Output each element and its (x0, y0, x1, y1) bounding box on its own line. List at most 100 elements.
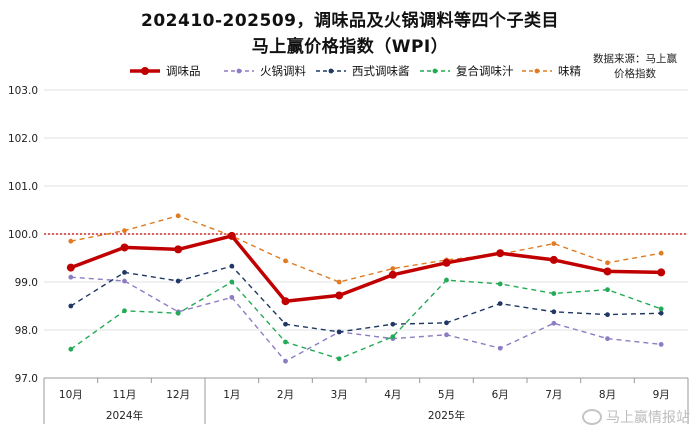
data-point-compound (229, 279, 235, 285)
legend-swatch-marker (141, 67, 149, 75)
data-source-note: 数据来源：马上赢 价格指数 (580, 52, 690, 82)
series-line-compound (70, 279, 662, 360)
series-western (68, 263, 664, 335)
data-point-msg (175, 213, 181, 219)
legend-label: 调味品 (166, 64, 201, 78)
data-point-compound (336, 356, 342, 362)
data-point-hotpot (229, 294, 235, 300)
series-line-hotpot (70, 276, 662, 362)
x-tick-label: 2月 (277, 389, 294, 401)
legend-label: 味精 (558, 64, 581, 78)
x-tick-label: 11月 (113, 389, 137, 401)
year-group-label: 2025年 (428, 409, 465, 422)
legend-item-compound: 复合调味汁 (420, 64, 514, 78)
data-point-hotpot (68, 274, 74, 280)
data-point-compound (175, 310, 181, 316)
series-main (66, 231, 666, 306)
data-point-main (227, 231, 236, 240)
data-point-western (390, 321, 396, 327)
chart-title-line2: 马上赢价格指数（WPI） (251, 37, 449, 57)
data-point-msg (658, 250, 664, 256)
y-tick-label: 97.0 (15, 373, 38, 385)
x-tick-label: 6月 (492, 389, 509, 401)
data-point-msg (336, 279, 342, 285)
x-tick-label: 10月 (59, 389, 83, 401)
series-hotpot (68, 274, 664, 364)
y-tick-label: 101.0 (8, 181, 38, 193)
series-line-main (70, 234, 662, 303)
legend-item-western: 西式调味酱 (316, 64, 410, 78)
series-compound (68, 277, 664, 362)
data-point-western (497, 301, 503, 306)
data-point-main (442, 258, 451, 267)
source-line1: 数据来源：马上赢 (593, 53, 677, 65)
legend-swatch-marker (432, 68, 438, 74)
data-point-western (605, 312, 610, 318)
data-point-compound (283, 339, 288, 345)
series-line-msg (70, 215, 662, 283)
data-point-compound (605, 287, 610, 293)
data-point-hotpot (122, 278, 127, 284)
data-point-compound (658, 306, 664, 312)
data-point-hotpot (444, 332, 449, 338)
legend-item-main: 调味品 (130, 64, 201, 78)
data-point-main (496, 249, 505, 258)
legend-label: 西式调味酱 (352, 64, 410, 78)
data-point-main (120, 243, 129, 252)
data-point-compound (444, 277, 449, 283)
data-point-main (335, 291, 344, 300)
x-tick-label: 8月 (599, 389, 616, 401)
legend-label: 火锅调料 (260, 64, 306, 78)
data-point-western (444, 320, 449, 326)
x-tick-label: 9月 (653, 389, 670, 401)
data-point-hotpot (658, 342, 664, 347)
weibo-icon (582, 409, 602, 425)
data-point-compound (497, 281, 503, 287)
y-tick-label: 103.0 (8, 85, 38, 97)
watermark: 马上赢情报站 (582, 407, 690, 427)
data-point-main (549, 255, 558, 264)
data-point-msg (390, 266, 396, 271)
legend-swatch-marker (534, 68, 540, 74)
chart-title-line1: 202410-202509，调味品及火锅调料等四个子类目 (141, 11, 559, 31)
watermark-text: 马上赢情报站 (606, 410, 690, 426)
legend-item-hotpot: 火锅调料 (224, 64, 306, 78)
data-point-msg (283, 258, 288, 264)
data-point-hotpot (551, 320, 557, 326)
series-line-western (70, 265, 662, 333)
y-tick-label: 99.0 (15, 277, 38, 289)
year-group-label: 2024年 (106, 409, 143, 422)
data-point-western (229, 263, 235, 269)
data-point-western (551, 309, 557, 315)
data-point-hotpot (605, 336, 610, 342)
data-point-main (657, 268, 666, 277)
y-tick-label: 98.0 (15, 325, 38, 337)
data-point-western (68, 303, 74, 309)
data-point-western (658, 310, 664, 316)
data-point-msg (605, 260, 610, 266)
legend-label: 复合调味汁 (456, 64, 514, 78)
data-point-western (175, 278, 181, 284)
data-point-main (603, 267, 612, 276)
x-tick-label: 3月 (331, 389, 348, 401)
data-point-main (66, 263, 75, 272)
data-point-main (174, 245, 183, 254)
data-point-compound (122, 308, 127, 314)
legend-item-msg: 味精 (522, 64, 581, 78)
data-point-main (388, 270, 397, 279)
data-point-msg (551, 241, 557, 247)
x-tick-label: 7月 (545, 389, 562, 401)
data-point-compound (390, 334, 396, 340)
y-tick-label: 100.0 (8, 229, 38, 241)
data-point-main (281, 297, 290, 306)
data-point-hotpot (283, 358, 288, 364)
x-tick-label: 1月 (223, 389, 240, 401)
x-tick-label: 12月 (166, 389, 190, 401)
data-point-western (283, 321, 288, 327)
data-point-compound (68, 346, 74, 352)
x-tick-label: 4月 (384, 389, 401, 401)
data-point-western (122, 270, 127, 275)
data-point-compound (551, 291, 557, 296)
data-point-hotpot (497, 345, 503, 351)
